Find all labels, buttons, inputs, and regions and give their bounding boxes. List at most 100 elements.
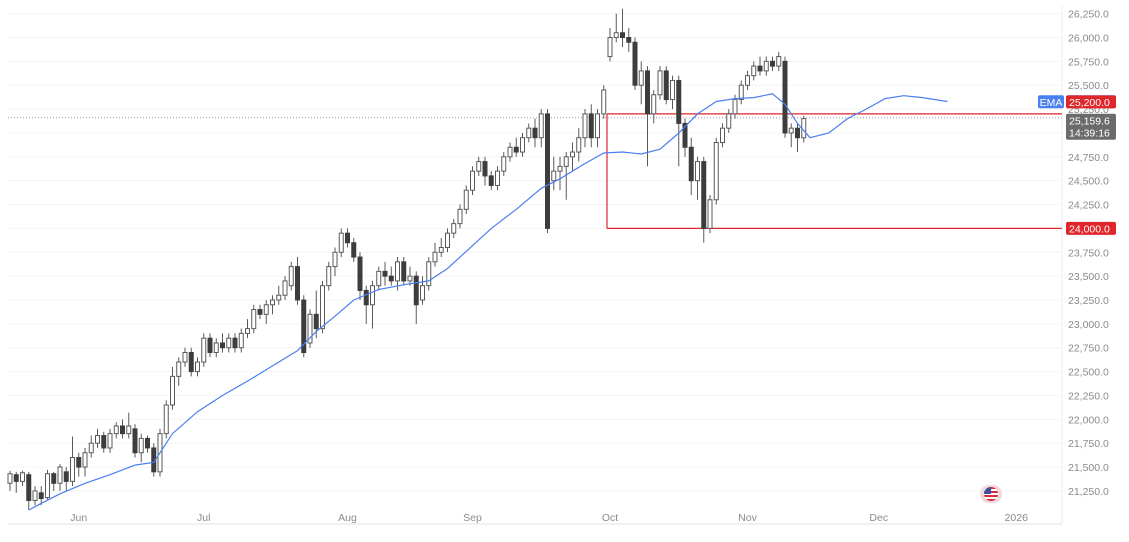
candle[interactable] (488, 171, 494, 191)
candle[interactable] (645, 66, 650, 167)
candle[interactable] (551, 156, 557, 191)
candle[interactable] (363, 285, 369, 324)
candle[interactable] (332, 247, 338, 277)
candle[interactable] (313, 290, 319, 339)
candle[interactable] (320, 280, 325, 334)
candle[interactable] (345, 228, 350, 248)
candle[interactable] (145, 435, 150, 453)
candle[interactable] (607, 27, 613, 62)
candle[interactable] (176, 357, 182, 386)
candle[interactable] (232, 333, 238, 353)
candle[interactable] (63, 467, 69, 491)
candle[interactable] (770, 56, 775, 71)
candle[interactable] (401, 257, 407, 286)
candle[interactable] (20, 470, 25, 487)
candle[interactable] (82, 447, 88, 477)
candle[interactable] (482, 156, 488, 186)
candle[interactable] (120, 419, 125, 439)
candle[interactable] (26, 471, 32, 510)
candle[interactable] (263, 300, 269, 324)
candle[interactable] (563, 152, 569, 200)
candle[interactable] (95, 428, 100, 448)
candle[interactable] (538, 109, 544, 148)
candle[interactable] (545, 109, 550, 234)
candle[interactable] (376, 266, 382, 291)
candle[interactable] (70, 436, 75, 487)
candle[interactable] (307, 309, 313, 348)
candle[interactable] (238, 328, 244, 353)
candle[interactable] (626, 27, 632, 52)
candle[interactable] (407, 266, 413, 286)
candle[interactable] (57, 464, 63, 491)
candle[interactable] (132, 424, 138, 458)
candle[interactable] (695, 156, 700, 200)
candle[interactable] (582, 109, 588, 148)
candle[interactable] (526, 123, 532, 143)
candle[interactable] (288, 261, 294, 291)
candle[interactable] (113, 422, 119, 439)
us-flag-icon[interactable] (980, 485, 1002, 503)
candle[interactable] (257, 304, 263, 320)
candle[interactable] (226, 333, 232, 353)
candle[interactable] (195, 357, 200, 377)
candle[interactable] (445, 228, 450, 253)
candle[interactable] (763, 56, 769, 76)
candle[interactable] (76, 452, 82, 477)
candle[interactable] (757, 56, 763, 76)
candle[interactable] (507, 142, 513, 162)
candle[interactable] (420, 276, 425, 305)
candle[interactable] (282, 276, 288, 300)
candle[interactable] (663, 66, 669, 105)
candle[interactable] (463, 185, 469, 215)
candle[interactable] (795, 123, 800, 153)
candle[interactable] (32, 486, 38, 506)
candle[interactable] (682, 118, 688, 157)
candle[interactable] (51, 471, 57, 491)
candle[interactable] (495, 166, 500, 191)
candle[interactable] (638, 61, 644, 105)
candle[interactable] (782, 56, 788, 138)
candle[interactable] (182, 347, 188, 367)
candle[interactable] (370, 280, 375, 329)
candle[interactable] (726, 109, 732, 133)
candle[interactable] (351, 237, 357, 262)
candle[interactable] (457, 204, 463, 229)
candle[interactable] (595, 109, 600, 148)
candle[interactable] (7, 470, 13, 491)
candle[interactable] (107, 428, 113, 453)
candle[interactable] (632, 37, 638, 91)
candle[interactable] (213, 338, 219, 358)
candle[interactable] (751, 61, 757, 81)
candle[interactable] (670, 75, 675, 110)
candle[interactable] (245, 319, 250, 339)
candle[interactable] (620, 8, 625, 48)
candle[interactable] (170, 366, 175, 410)
candle[interactable] (532, 118, 538, 148)
candle[interactable] (438, 237, 444, 258)
candle[interactable] (38, 486, 44, 506)
candle[interactable] (295, 257, 300, 305)
candle[interactable] (301, 295, 307, 358)
candle[interactable] (651, 90, 657, 124)
candle[interactable] (251, 304, 257, 334)
candle[interactable] (276, 285, 282, 305)
candle[interactable] (713, 137, 719, 205)
candle[interactable] (138, 433, 144, 463)
candle[interactable] (588, 104, 594, 148)
candle[interactable] (88, 435, 94, 458)
candle[interactable] (576, 128, 582, 162)
candle[interactable] (788, 123, 794, 148)
candle[interactable] (676, 75, 682, 167)
candle[interactable] (426, 257, 432, 291)
candle[interactable] (163, 400, 169, 439)
candle[interactable] (738, 80, 744, 105)
candle[interactable] (13, 471, 19, 493)
candle[interactable] (513, 137, 519, 157)
candle[interactable] (201, 333, 207, 367)
candle[interactable] (720, 123, 725, 148)
candle[interactable] (688, 137, 694, 195)
candle[interactable] (126, 412, 132, 439)
candle[interactable] (432, 242, 438, 267)
candle[interactable] (101, 431, 107, 453)
